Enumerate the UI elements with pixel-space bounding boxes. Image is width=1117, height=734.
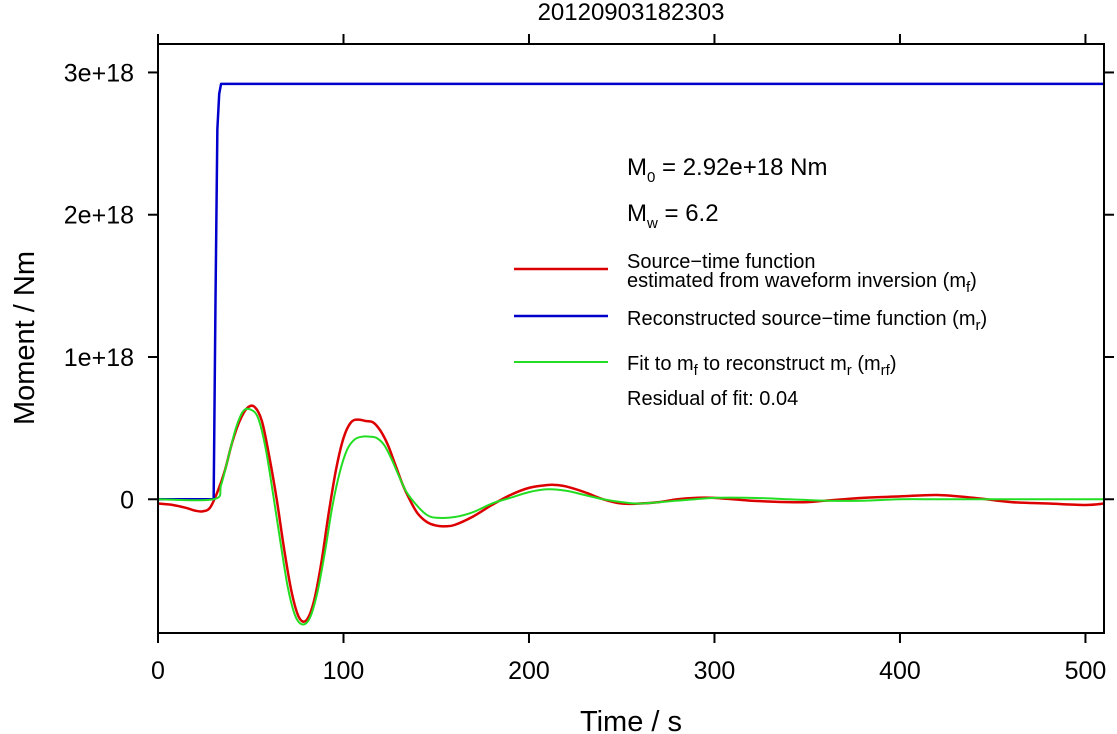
series-line-mr xyxy=(158,82,1104,501)
y-tick-label: 2e+18 xyxy=(64,202,134,230)
x-tick-label: 0 xyxy=(151,657,165,685)
svg-text:Mw = 6.2: Mw = 6.2 xyxy=(627,200,719,232)
series-line-mf xyxy=(157,404,1105,623)
legend-label-mrf: Fit to mf to reconstruct mr (mrf) xyxy=(627,353,897,379)
series-line-mrf xyxy=(157,407,1104,626)
plot-frame xyxy=(157,43,1105,634)
legend: Source−time function estimated from wave… xyxy=(514,251,987,410)
legend-label-mf-line1: Source−time function xyxy=(627,251,815,273)
chart-title: 20120903182303 xyxy=(538,0,725,26)
x-tick-label: 200 xyxy=(508,657,550,685)
y-axis-title: Moment / Nm xyxy=(9,251,41,425)
y-tick-label: 1e+18 xyxy=(64,344,134,372)
x-tick-label: 400 xyxy=(879,657,921,685)
legend-label-mf-line2: estimated from waveform inversion (mf) xyxy=(627,270,977,296)
x-tick-label: 100 xyxy=(323,657,365,685)
annotation-m0: M0 = 2.92e+18 Nm xyxy=(627,154,827,186)
series-layer xyxy=(157,82,1105,626)
x-tick-label: 500 xyxy=(1065,657,1107,685)
svg-text:M0 = 2.92e+18 Nm: M0 = 2.92e+18 Nm xyxy=(627,154,827,186)
x-axis-title: Time / s xyxy=(580,706,682,734)
x-tick-label: 300 xyxy=(694,657,736,685)
y-tick-label: 3e+18 xyxy=(64,59,134,87)
residual-label: Residual of fit: 0.04 xyxy=(627,388,798,410)
y-tick-label: 0 xyxy=(120,486,134,514)
annotation-mw: Mw = 6.2 xyxy=(627,200,719,232)
ticks-layer: 0 100 200 300 400 500 0 1e+18 2e+18 3e+18 xyxy=(64,34,1114,685)
legend-label-mr: Reconstructed source−time function (mr) xyxy=(627,308,987,334)
